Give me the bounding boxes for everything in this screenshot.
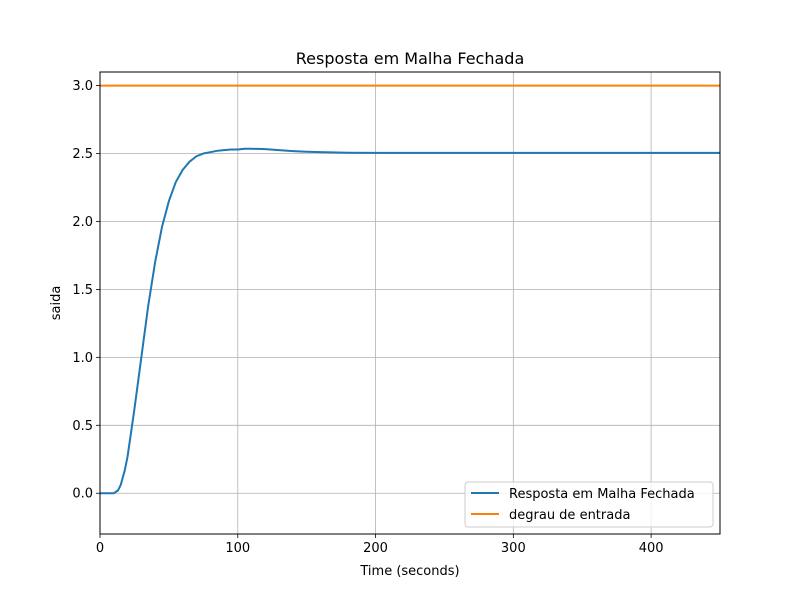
plot-frame bbox=[99, 71, 721, 535]
y-tick-label: 2.0 bbox=[72, 215, 93, 230]
legend: Resposta em Malha Fechada degrau de entra… bbox=[464, 481, 714, 528]
chart-title: Resposta em Malha Fechada bbox=[296, 49, 525, 68]
x-tick-label: 400 bbox=[639, 541, 664, 556]
axis-ticks: 0 100 200 300 400 0.0 0.5 1.0 1.5 2.0 2.5 3.0 bbox=[72, 79, 663, 556]
legend-entry-1: degrau de entrada bbox=[509, 508, 630, 523]
x-tick-label: 300 bbox=[501, 541, 526, 556]
y-tick-label: 3.0 bbox=[72, 79, 93, 94]
legend-entry-0: Resposta em Malha Fechada bbox=[509, 487, 695, 502]
y-tick-label: 1.0 bbox=[72, 351, 93, 366]
x-tick-label: 200 bbox=[363, 541, 388, 556]
x-tick-label: 0 bbox=[96, 541, 104, 556]
x-axis-label: Time (seconds) bbox=[359, 564, 459, 579]
y-tick-label: 0.5 bbox=[72, 419, 93, 434]
y-axis-label: saida bbox=[49, 286, 64, 321]
legend-box bbox=[464, 481, 714, 528]
y-tick-label: 0.0 bbox=[72, 487, 93, 502]
x-tick-label: 100 bbox=[225, 541, 250, 556]
y-tick-label: 2.5 bbox=[72, 147, 93, 162]
series-line-0 bbox=[100, 147, 720, 495]
y-tick-label: 1.5 bbox=[72, 283, 93, 298]
plot-area bbox=[100, 72, 720, 534]
series-layer bbox=[100, 84, 720, 495]
